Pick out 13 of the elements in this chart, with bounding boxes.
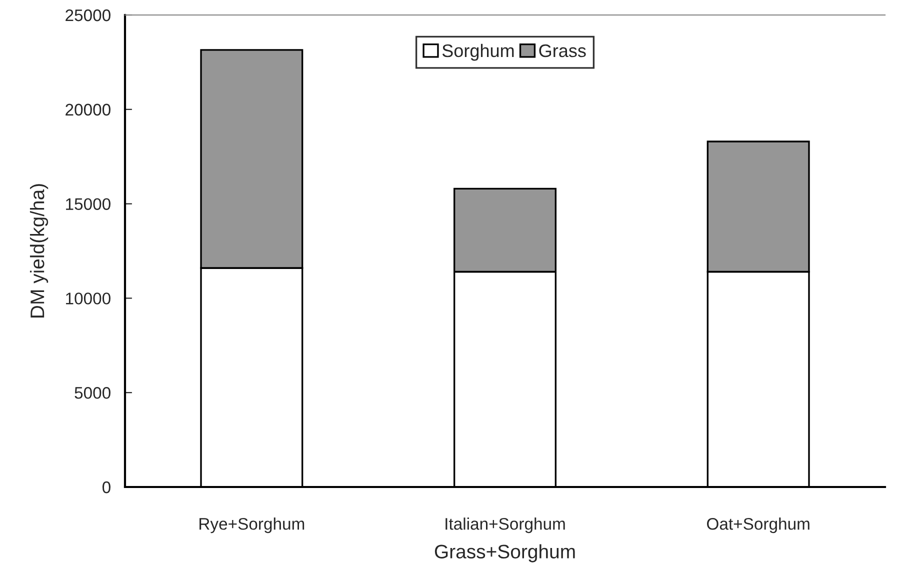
y-tick-label: 10000 [66, 292, 110, 304]
y-tick-label: 0 [102, 481, 110, 494]
legend-label: Sorghum [442, 44, 514, 61]
x-tick-label: Rye+Sorghum [200, 518, 304, 534]
y-tick-label: 5000 [74, 387, 110, 399]
y-axis-title: DM yield(kg/ha) [30, 184, 48, 318]
y-tick-label: 15000 [66, 198, 110, 210]
x-tick-label: Italian+Sorghum [446, 518, 565, 534]
y-tick-label: 25000 [66, 9, 110, 22]
legend-label: Grass [539, 44, 586, 58]
x-axis-title: Grass+Sorghum [434, 544, 575, 562]
x-tick-label: Oat+Sorghum [707, 518, 810, 534]
y-tick-label: 20000 [66, 104, 110, 116]
